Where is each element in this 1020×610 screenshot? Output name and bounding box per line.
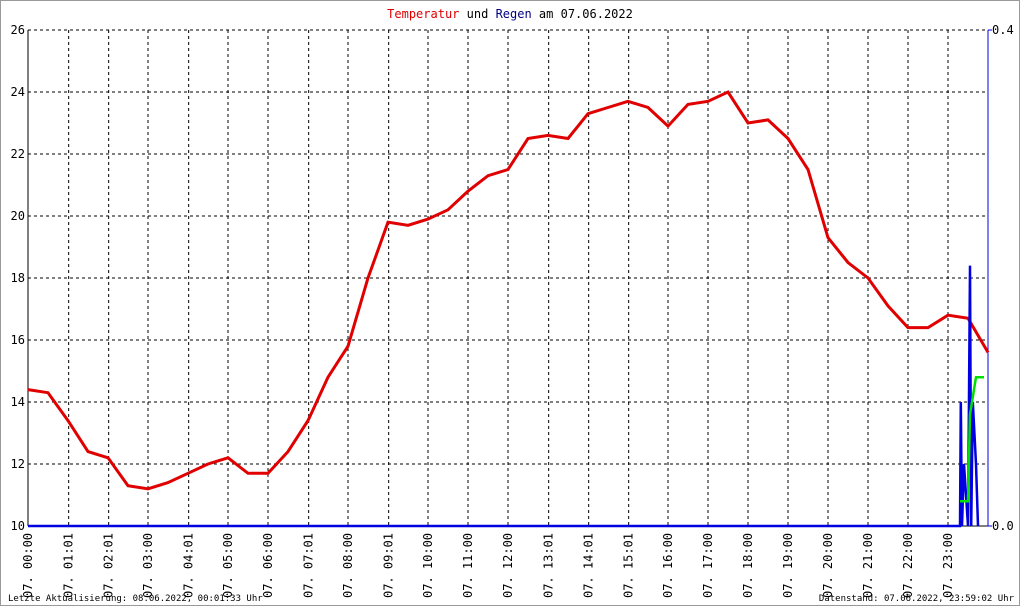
x-tick-label: 07. 21:00: [861, 533, 875, 598]
series-line: [960, 375, 984, 503]
x-tick-label: 07. 18:00: [741, 533, 755, 598]
y-tick-label: 10: [11, 519, 25, 533]
x-tick-label: 07. 00:00: [21, 533, 35, 598]
title-part: Regen: [496, 7, 532, 21]
x-tick-label: 07. 09:01: [382, 533, 396, 598]
y-tick-label: 14: [11, 395, 25, 409]
x-tick-label: 07. 07:01: [302, 533, 316, 598]
x-tick-label: 07. 04:01: [182, 533, 196, 598]
x-tick-label: 07. 11:00: [461, 533, 475, 598]
x-tick-label: 07. 22:00: [901, 533, 915, 598]
x-tick-label: 07. 17:00: [701, 533, 715, 598]
footer-left: Letzte Aktualisierung: 08.06.2022, 00:01…: [8, 594, 263, 604]
y-tick-label: 18: [11, 271, 25, 285]
x-tick-label: 07. 13:01: [542, 533, 556, 598]
x-tick-label: 07. 02:01: [102, 533, 116, 598]
x-tick-label: 07. 01:01: [62, 533, 76, 598]
x-tick-label: 07. 19:00: [781, 533, 795, 598]
y-tick-label: 16: [11, 333, 25, 347]
x-tick-label: 07. 10:00: [421, 533, 435, 598]
title-part: und: [467, 7, 489, 21]
y2-tick-label: 0.0: [992, 519, 1014, 533]
y-tick-label: 24: [11, 85, 25, 99]
series-line: [28, 265, 980, 528]
x-tick-label: 07. 23:00: [941, 533, 955, 598]
x-tick-label: 07. 12:00: [501, 533, 515, 598]
x-tick-label: 07. 15:01: [622, 533, 636, 598]
y2-tick-label: 0.4: [992, 23, 1014, 37]
x-tick-label: 07. 06:00: [261, 533, 275, 598]
y-tick-label: 22: [11, 147, 25, 161]
title-part: Temperatur: [387, 7, 459, 21]
footer-right: Datenstand: 07.06.2022, 23:59:02 Uhr: [819, 594, 1015, 604]
series-line: [27, 90, 990, 491]
y-tick-label: 26: [11, 23, 25, 37]
x-tick-label: 07. 20:00: [821, 533, 835, 598]
x-tick-label: 07. 08:00: [341, 533, 355, 598]
x-tick-label: 07. 05:00: [221, 533, 235, 598]
x-tick-label: 07. 16:00: [661, 533, 675, 598]
title-part: am 07.06.2022: [539, 7, 633, 21]
x-tick-label: 07. 03:00: [141, 533, 155, 598]
x-tick-label: 07. 14:01: [582, 533, 596, 598]
y-tick-label: 12: [11, 457, 25, 471]
chart-title: Temperatur und Regen am 07.06.2022: [387, 7, 633, 21]
y-tick-label: 20: [11, 209, 25, 223]
